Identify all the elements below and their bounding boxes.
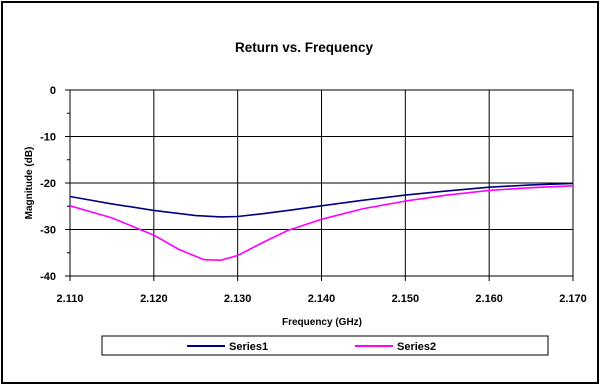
legend: Series1 Series2 xyxy=(187,341,436,353)
x-tick-label: 2.130 xyxy=(224,293,252,305)
chart-title: Return vs. Frequency xyxy=(235,40,374,55)
legend-label: Series2 xyxy=(397,341,436,353)
x-tick-label: 2.170 xyxy=(559,293,587,305)
x-tick-label: 2.160 xyxy=(475,293,503,305)
y-tick-label: -40 xyxy=(40,271,56,283)
x-tick-label: 2.150 xyxy=(392,293,420,305)
x-tick-label: 2.120 xyxy=(140,293,168,305)
series-lines xyxy=(69,182,574,262)
gridlines xyxy=(70,89,573,276)
x-tick-label: 2.110 xyxy=(57,293,84,305)
y-tick-labels: 0 -10 -20 -30 -40 xyxy=(40,85,56,283)
x-tick-labels: 2.110 2.120 2.130 2.140 2.150 2.160 2.170 xyxy=(57,293,587,305)
x-axis-label: Frequency (GHz) xyxy=(282,317,362,328)
y-axis-label: Magnitude (dB) xyxy=(24,147,35,220)
series-line-1 xyxy=(69,182,574,218)
y-tick-label: -20 xyxy=(40,178,56,190)
y-tick-label: 0 xyxy=(50,85,56,97)
series-line-2 xyxy=(69,185,574,262)
legend-box xyxy=(101,335,549,356)
axis-ticks xyxy=(65,89,574,281)
x-tick-label: 2.140 xyxy=(308,293,336,305)
legend-label: Series1 xyxy=(229,341,268,353)
y-tick-label: -30 xyxy=(40,225,56,237)
y-tick-label: -10 xyxy=(40,132,56,144)
